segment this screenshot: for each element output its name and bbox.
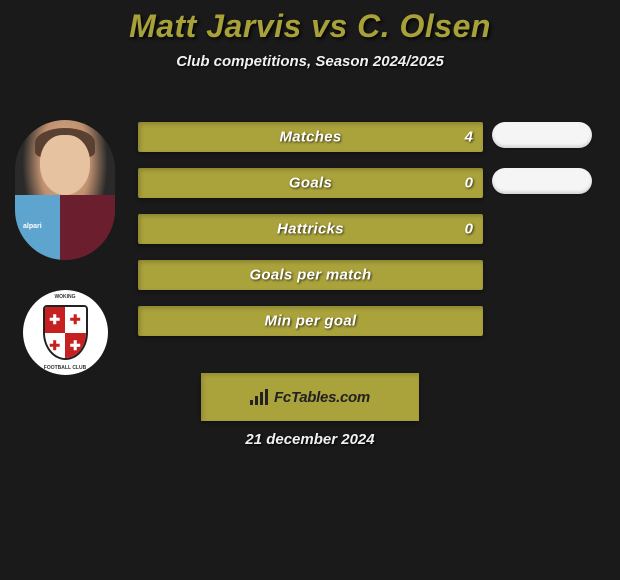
icon-bar [260,392,263,405]
stat-label: Matches [138,129,483,146]
logo-text: FcTables.com [274,389,370,406]
crest-quadrant: ✚ [65,333,86,359]
source-logo: FcTables.com [201,373,419,421]
stat-bar-goals-per-match: Goals per match [138,260,483,290]
stat-label: Min per goal [138,313,483,330]
crest-quadrant: ✚ [45,307,66,333]
stat-label: Goals per match [138,267,483,284]
crest-shield: ✚ ✚ ✚ ✚ [43,305,88,360]
stat-bar-min-per-goal: Min per goal [138,306,483,336]
stat-value: 4 [465,129,473,146]
club-crest: WOKING ✚ ✚ ✚ ✚ FOOTBALL CLUB [23,290,108,375]
page-subtitle: Club competitions, Season 2024/2025 [0,53,620,70]
opponent-pills [492,122,602,222]
player-avatar: alpari [15,120,115,260]
opponent-pill [492,122,592,148]
stat-label: Hattricks [138,221,483,238]
page-title: Matt Jarvis vs C. Olsen [0,0,620,45]
crest-top-text: WOKING [23,294,108,300]
stat-value: 0 [465,221,473,238]
stat-bar-goals: Goals 0 [138,168,483,198]
avatar-jersey: alpari [15,195,115,260]
logo-inner: FcTables.com [250,389,370,406]
avatar-face [40,135,90,195]
stat-bars: Matches 4 Goals 0 Hattricks 0 Goals per … [138,122,483,352]
icon-bar [250,400,253,405]
player-column: alpari WOKING ✚ ✚ ✚ ✚ FOOTBALL CLUB [10,120,120,375]
icon-bar [255,396,258,405]
crest-bottom-text: FOOTBALL CLUB [23,365,108,371]
crest-quadrant: ✚ [45,333,66,359]
opponent-pill [492,168,592,194]
stat-bar-hattricks: Hattricks 0 [138,214,483,244]
stat-label: Goals [138,175,483,192]
jersey-sponsor: alpari [23,223,42,230]
stat-value: 0 [465,175,473,192]
crest-quadrant: ✚ [65,307,86,333]
date-text: 21 december 2024 [0,431,620,448]
stat-bar-matches: Matches 4 [138,122,483,152]
bar-chart-icon [250,389,270,405]
icon-bar [265,389,268,405]
